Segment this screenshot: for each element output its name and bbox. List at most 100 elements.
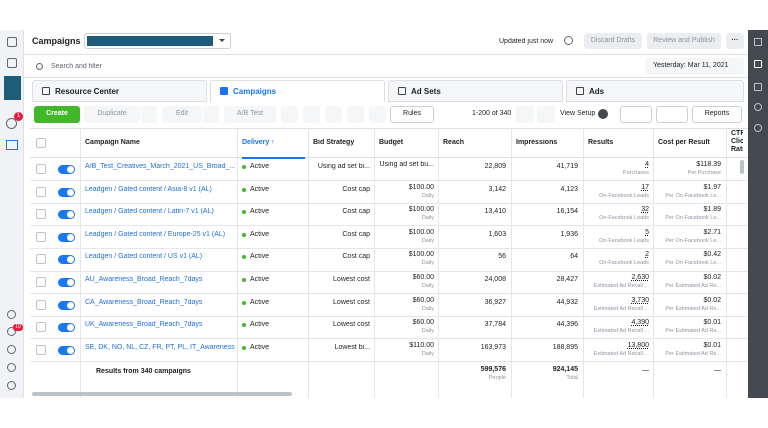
results: 17 bbox=[583, 184, 649, 192]
campaign-link[interactable]: Leadgen / Gated content / Europe-25 v1 (… bbox=[85, 231, 235, 239]
row-checkbox[interactable] bbox=[36, 164, 46, 174]
ab-test-button[interactable]: A/B Test bbox=[224, 106, 276, 123]
status-toggle[interactable] bbox=[58, 210, 75, 219]
date-picker[interactable]: Yesterday: Mar 11, 2021 bbox=[645, 58, 744, 75]
dropdown[interactable] bbox=[203, 106, 219, 123]
campaign-link[interactable]: A/B_Test_Creatives_March_2021_US_Broad_.… bbox=[85, 163, 235, 171]
refresh-icon[interactable] bbox=[564, 36, 573, 45]
impressions: 44,396 bbox=[511, 321, 578, 329]
campaign-link[interactable]: Leadgen / Gated content / Asia-8 v1 (AL) bbox=[85, 186, 235, 194]
search-input[interactable]: Search and filter bbox=[51, 63, 102, 71]
tab[interactable]: Campaigns bbox=[210, 80, 385, 102]
panel-icon[interactable] bbox=[754, 83, 762, 91]
campaign-link[interactable]: SE, DK, NO, NL, CZ, FR, PT, PL, IT_Aware… bbox=[85, 344, 235, 352]
status-toggle[interactable] bbox=[58, 278, 75, 287]
row-checkbox[interactable] bbox=[36, 345, 46, 355]
duplicate-button[interactable]: Duplicate bbox=[84, 106, 140, 123]
status-toggle[interactable] bbox=[58, 233, 75, 242]
toggle-knob bbox=[67, 302, 74, 309]
more-button[interactable]: ··· bbox=[726, 33, 744, 49]
publish-button[interactable]: Review and Publish bbox=[647, 33, 721, 49]
row-checkbox[interactable] bbox=[36, 232, 46, 242]
view-toggle[interactable] bbox=[598, 109, 608, 119]
account-name bbox=[87, 36, 213, 46]
toggle-knob bbox=[67, 211, 74, 218]
rules-button[interactable]: Rules bbox=[390, 106, 434, 123]
panel-icon[interactable] bbox=[754, 38, 762, 46]
prev-button[interactable] bbox=[516, 106, 534, 123]
column-header[interactable]: Impressions bbox=[516, 139, 580, 147]
row-checkbox[interactable] bbox=[36, 187, 46, 197]
tool-icon[interactable] bbox=[369, 106, 386, 123]
scrollbar-v[interactable] bbox=[740, 160, 744, 174]
status-toggle[interactable] bbox=[58, 301, 75, 310]
reach: 13,410 bbox=[438, 208, 506, 216]
rail-icon[interactable] bbox=[7, 58, 17, 68]
edit-button[interactable]: Edit bbox=[162, 106, 202, 123]
column-divider bbox=[80, 128, 81, 398]
budget-period: Daily bbox=[374, 283, 434, 290]
budget: $100.00 bbox=[374, 229, 434, 237]
row-checkbox[interactable] bbox=[36, 254, 46, 264]
status-toggle[interactable] bbox=[58, 323, 75, 332]
status-toggle[interactable] bbox=[58, 188, 75, 197]
tab[interactable]: Ads bbox=[566, 80, 744, 102]
reports-button[interactable]: Reports bbox=[692, 106, 742, 123]
rail-icon[interactable] bbox=[7, 345, 16, 354]
header-checkbox[interactable] bbox=[36, 138, 46, 148]
column-header[interactable]: Bid Strategy bbox=[313, 139, 371, 147]
account-selector[interactable] bbox=[84, 33, 231, 49]
column-header[interactable]: Reach bbox=[443, 139, 508, 147]
rail-icon[interactable] bbox=[7, 37, 17, 47]
panel-icon[interactable] bbox=[754, 103, 762, 111]
campaign-link[interactable]: AU_Awareness_Broad_Reach_7days bbox=[85, 276, 235, 284]
rail-icon[interactable] bbox=[7, 363, 16, 372]
row-checkbox[interactable] bbox=[36, 300, 46, 310]
campaign-link[interactable]: UK_Awareness_Broad_Reach_7days bbox=[85, 321, 235, 329]
status-toggle[interactable] bbox=[58, 346, 75, 355]
campaign-link[interactable]: CA_Awareness_Broad_Reach_7days bbox=[85, 299, 235, 307]
footer-impressions-label: Total bbox=[511, 375, 578, 382]
column-divider bbox=[726, 128, 727, 398]
row-divider bbox=[30, 361, 748, 362]
discard-button[interactable]: Discard Drafts bbox=[584, 33, 642, 49]
rail-icon[interactable] bbox=[7, 310, 16, 319]
tool-icon[interactable] bbox=[347, 106, 364, 123]
status-toggle[interactable] bbox=[58, 165, 75, 174]
row-checkbox[interactable] bbox=[36, 322, 46, 332]
status-toggle[interactable] bbox=[58, 255, 75, 264]
view-setup[interactable]: View Setup bbox=[560, 110, 595, 118]
row-checkbox[interactable] bbox=[36, 209, 46, 219]
rail-icon[interactable] bbox=[7, 381, 16, 390]
column-header[interactable]: Delivery ↑ bbox=[242, 130, 305, 159]
column-header[interactable]: Results bbox=[588, 139, 650, 147]
bid-strategy: Lowest cost bbox=[308, 276, 370, 284]
dropdown[interactable] bbox=[141, 106, 157, 123]
tab-label: Resource Center bbox=[55, 87, 119, 97]
tab[interactable]: Resource Center bbox=[32, 80, 207, 102]
create-button[interactable]: Create bbox=[34, 106, 80, 123]
column-header[interactable]: Campaign Name bbox=[85, 139, 234, 147]
column-header[interactable]: CTR Click Rate bbox=[731, 130, 743, 154]
scrollbar-h[interactable] bbox=[32, 392, 292, 396]
breakdown-button[interactable] bbox=[656, 106, 688, 123]
rail-icon-active[interactable] bbox=[6, 140, 18, 150]
campaign-link[interactable]: Leadgen / Gated content / Latin-7 v1 (AL… bbox=[85, 208, 235, 216]
impressions: 44,932 bbox=[511, 299, 578, 307]
cost-per-result: $0.01 bbox=[653, 342, 721, 350]
panel-icon[interactable] bbox=[754, 124, 762, 132]
panel-icon[interactable] bbox=[754, 60, 762, 68]
account-square[interactable] bbox=[4, 76, 21, 100]
tool-icon[interactable] bbox=[281, 106, 298, 123]
cost-per-result: $0.42 bbox=[653, 251, 721, 259]
column-header[interactable]: Cost per Result bbox=[658, 139, 723, 147]
columns-button[interactable] bbox=[620, 106, 652, 123]
tool-icon[interactable] bbox=[303, 106, 320, 123]
column-header[interactable]: Budget bbox=[379, 139, 435, 147]
campaign-link[interactable]: Leadgen / Gated content / US v1 (AL) bbox=[85, 253, 235, 261]
next-button[interactable] bbox=[537, 106, 555, 123]
impressions: 4,123 bbox=[511, 186, 578, 194]
row-checkbox[interactable] bbox=[36, 277, 46, 287]
tab[interactable]: Ad Sets bbox=[388, 80, 563, 102]
tool-icon[interactable] bbox=[325, 106, 342, 123]
